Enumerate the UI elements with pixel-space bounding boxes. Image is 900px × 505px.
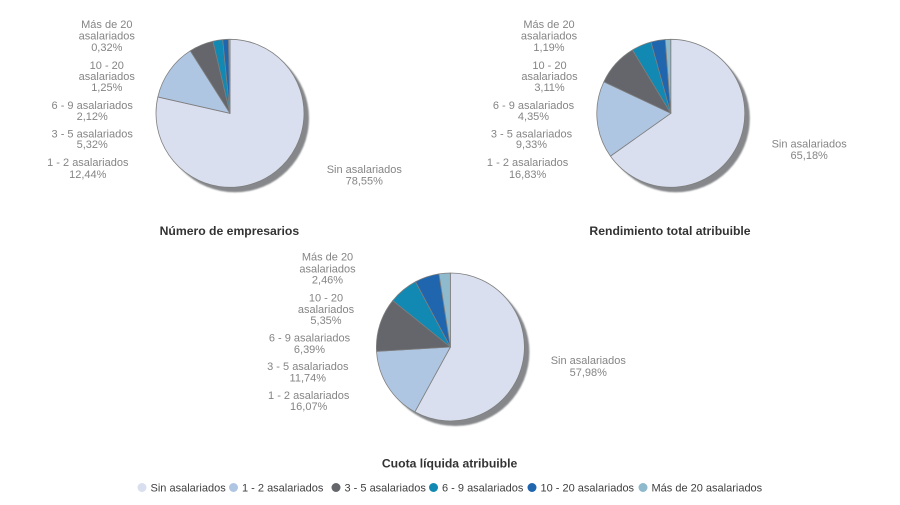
- svg-text:1,25%: 1,25%: [91, 82, 122, 94]
- svg-text:10 - 20: 10 - 20: [309, 293, 343, 305]
- svg-text:Sin asalariados: Sin asalariados: [151, 483, 227, 495]
- svg-text:57,98%: 57,98%: [570, 367, 608, 379]
- svg-text:Más de 20: Más de 20: [81, 19, 132, 31]
- svg-text:5,32%: 5,32%: [77, 139, 108, 151]
- svg-text:3 - 5 asalariados: 3 - 5 asalariados: [52, 128, 134, 140]
- svg-text:Sin asalariados: Sin asalariados: [772, 139, 848, 151]
- svg-text:1 - 2 asalariados: 1 - 2 asalariados: [242, 483, 324, 495]
- svg-text:16,07%: 16,07%: [290, 401, 328, 413]
- svg-text:1 - 2 asalariados: 1 - 2 asalariados: [487, 157, 569, 169]
- svg-text:6 - 9 asalariados: 6 - 9 asalariados: [52, 100, 134, 112]
- svg-text:10 - 20 asalariados: 10 - 20 asalariados: [541, 483, 635, 495]
- svg-text:1 - 2 asalariados: 1 - 2 asalariados: [47, 157, 129, 169]
- svg-text:1,19%: 1,19%: [533, 42, 564, 54]
- svg-text:3 - 5 asalariados: 3 - 5 asalariados: [267, 361, 349, 373]
- svg-text:asalariados: asalariados: [521, 31, 578, 43]
- svg-text:6 - 9 asalariados: 6 - 9 asalariados: [269, 333, 351, 345]
- svg-text:3,11%: 3,11%: [534, 82, 565, 94]
- svg-text:16,83%: 16,83%: [509, 169, 547, 181]
- svg-text:asalariados: asalariados: [298, 304, 355, 316]
- svg-text:5,35%: 5,35%: [310, 315, 341, 327]
- svg-text:6,39%: 6,39%: [294, 344, 325, 356]
- svg-text:Rendimiento total atribuible: Rendimiento total atribuible: [589, 224, 750, 238]
- svg-text:3 - 5 asalariados: 3 - 5 asalariados: [491, 128, 573, 140]
- svg-text:Número de empresarios: Número de empresarios: [160, 224, 300, 238]
- svg-text:9,33%: 9,33%: [516, 139, 547, 151]
- svg-text:2,46%: 2,46%: [312, 274, 343, 286]
- svg-text:Más de 20: Más de 20: [523, 19, 574, 31]
- svg-text:4,35%: 4,35%: [518, 111, 549, 123]
- svg-text:Más de 20 asalariados: Más de 20 asalariados: [652, 483, 763, 495]
- svg-text:Más de 20: Más de 20: [302, 251, 353, 263]
- svg-text:78,55%: 78,55%: [346, 176, 384, 188]
- svg-text:asalariados: asalariados: [299, 263, 356, 275]
- svg-text:asalariados: asalariados: [79, 31, 136, 43]
- svg-text:asalariados: asalariados: [521, 71, 578, 83]
- svg-text:6 - 9 asalariados: 6 - 9 asalariados: [442, 483, 524, 495]
- svg-text:Sin asalariados: Sin asalariados: [551, 355, 627, 367]
- svg-text:12,44%: 12,44%: [69, 169, 107, 181]
- svg-text:10 - 20: 10 - 20: [532, 60, 566, 72]
- svg-text:1 - 2 asalariados: 1 - 2 asalariados: [268, 390, 350, 402]
- svg-text:0,32%: 0,32%: [91, 42, 122, 54]
- svg-text:65,18%: 65,18%: [791, 150, 829, 162]
- svg-text:6 - 9 asalariados: 6 - 9 asalariados: [493, 100, 575, 112]
- svg-text:11,74%: 11,74%: [290, 372, 327, 384]
- svg-text:Cuota líquida atribuible: Cuota líquida atribuible: [382, 457, 518, 471]
- svg-text:10 - 20: 10 - 20: [90, 60, 124, 72]
- svg-text:asalariados: asalariados: [79, 71, 136, 83]
- svg-text:3 - 5 asalariados: 3 - 5 asalariados: [345, 483, 427, 495]
- svg-text:2,12%: 2,12%: [77, 111, 108, 123]
- svg-text:Sin asalariados: Sin asalariados: [327, 164, 403, 176]
